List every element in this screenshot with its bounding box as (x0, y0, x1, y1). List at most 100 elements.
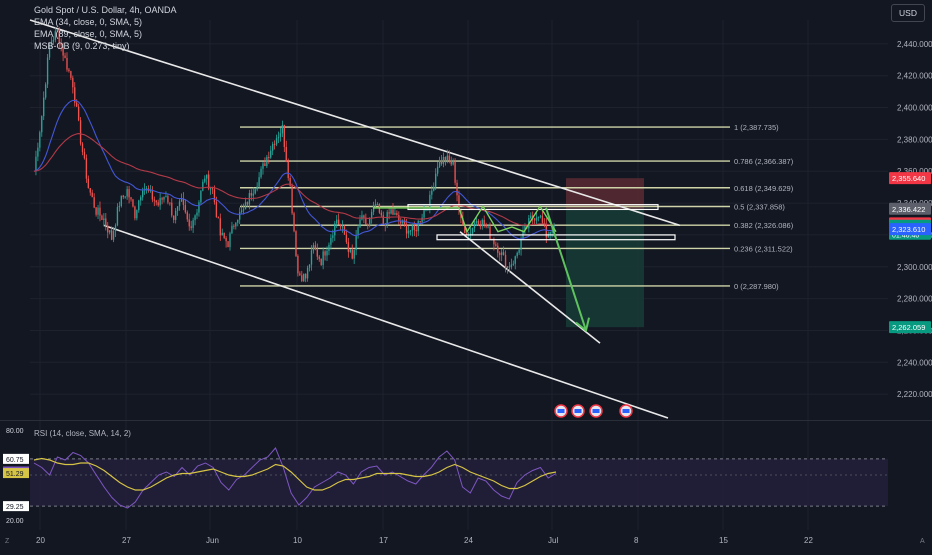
candle-body (240, 210, 243, 212)
candle-body (512, 263, 514, 265)
candle-body (433, 186, 435, 191)
candle-body (376, 203, 379, 205)
candle-body (254, 189, 256, 194)
flag-icon (574, 409, 582, 413)
candle-body (213, 189, 216, 203)
candle-body (215, 202, 218, 218)
x-tick-label: 20 (36, 536, 45, 545)
candle-body (99, 207, 101, 216)
candle-body (178, 201, 181, 207)
candle-body (452, 161, 454, 165)
candle-body (304, 273, 307, 279)
candle-body (454, 161, 456, 183)
candle-body (134, 206, 136, 219)
candle-body (539, 215, 542, 217)
candle-body (332, 235, 334, 238)
price-badge-5 (889, 321, 931, 334)
candle-body (351, 249, 353, 259)
flag-icon (557, 409, 565, 413)
channel-upper-line (29, 19, 681, 227)
candle-body (207, 174, 210, 189)
rsi-ma-line (33, 457, 557, 491)
candle-body (72, 77, 74, 88)
candle-body (91, 192, 93, 198)
candle-body (308, 264, 311, 268)
corner-right-label[interactable]: A (920, 538, 925, 545)
candle-body (448, 155, 450, 161)
candle-body (155, 200, 157, 203)
symbol-title[interactable]: Gold Spot / U.S. Dollar, 4h, OANDA (34, 5, 177, 15)
candle-body (301, 275, 303, 281)
rsi-axis-label-4: 29.25 (6, 504, 24, 511)
candle-body (403, 220, 406, 225)
fib-label-0.382: 0.382 (2,326.086) (734, 221, 794, 230)
candle-body (289, 177, 291, 186)
rsi-legend[interactable]: RSI (14, close, SMA, 14, 2) (34, 429, 131, 438)
candle-body (74, 87, 76, 103)
x-tick-label: Jul (548, 536, 558, 545)
candle-body (60, 43, 62, 46)
candle-body (109, 230, 111, 233)
candle-body (396, 213, 398, 216)
corner-left-label[interactable]: Z (5, 538, 10, 545)
candle-body (176, 206, 179, 211)
candle-body (89, 188, 91, 193)
legend-ema34[interactable]: EMA (34, close, 0, SMA, 5) (34, 17, 143, 27)
candle-body (182, 198, 185, 206)
x-tick-label: 15 (719, 536, 728, 545)
candle-body (246, 202, 249, 205)
candle-body (499, 252, 501, 255)
price-badge-label-1: 2,336.422 (892, 205, 925, 214)
candle-body (328, 244, 330, 251)
chart-legend: Gold Spot / U.S. Dollar, 4h, OANDA EMA (… (34, 4, 177, 52)
candle-body (163, 196, 165, 200)
candle-body (101, 215, 103, 220)
candle-body (196, 212, 198, 216)
legend-msb-ob[interactable]: MSB-OB (9, 0.273, tiny) (34, 41, 130, 51)
candle-body (198, 202, 200, 213)
candle-body (252, 193, 254, 196)
candle-body (159, 198, 161, 206)
candle-body (423, 210, 425, 218)
candle-body (132, 199, 134, 207)
candle-body (314, 245, 317, 250)
y-tick-label: 2,440.000 (897, 40, 932, 49)
candle-body (349, 249, 351, 252)
candle-body (167, 196, 169, 203)
candle-body (382, 215, 384, 225)
candle-body (450, 160, 452, 165)
candle-body (120, 195, 123, 206)
candle-body (272, 143, 274, 151)
candle-body (173, 215, 175, 220)
candle-body (229, 233, 231, 248)
x-tick-label: Jun (206, 536, 219, 545)
candle-body (500, 252, 503, 255)
candle-body (477, 220, 480, 226)
candle-body (551, 231, 553, 233)
candle-body (279, 133, 282, 137)
candle-body (297, 255, 299, 274)
y-tick-label: 2,380.000 (897, 135, 932, 144)
candle-body (345, 234, 348, 243)
pane-separator[interactable] (0, 420, 932, 421)
currency-button[interactable]: USD (891, 4, 925, 22)
price-badge-label-4: 2,323.610 (892, 225, 925, 234)
candle-body (62, 45, 64, 56)
candle-body (149, 190, 152, 192)
legend-ema89[interactable]: EMA (89, close, 0, SMA, 5) (34, 29, 143, 39)
candle-body (77, 106, 80, 121)
candle-body (549, 232, 551, 235)
candle-body (235, 222, 237, 227)
candle-body (56, 29, 58, 32)
candle-body (151, 190, 154, 200)
candle-body (200, 190, 202, 203)
candle-body (68, 69, 70, 72)
y-tick-label: 2,220.000 (897, 390, 932, 399)
price-badge-label-5: 2,262.059 (892, 323, 925, 332)
candle-body (39, 132, 41, 148)
x-tick-label: 17 (379, 536, 388, 545)
candle-body (64, 55, 66, 58)
candle-body (322, 251, 324, 266)
